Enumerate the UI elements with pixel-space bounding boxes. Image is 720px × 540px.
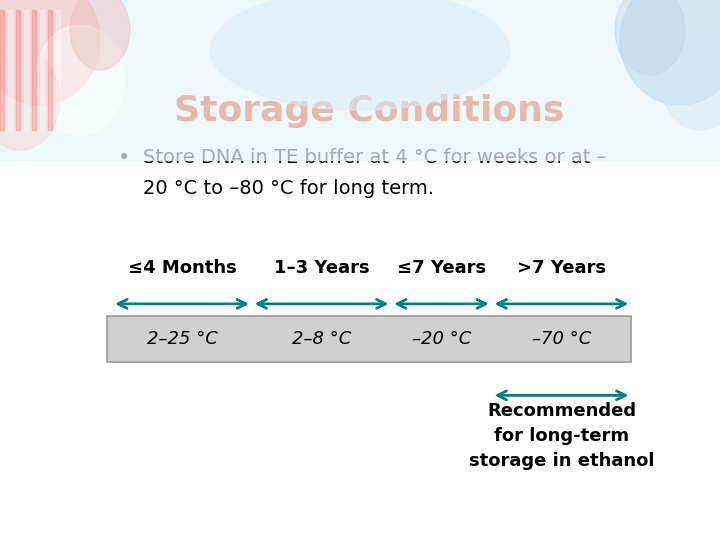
Text: 20 °C to –80 °C for long term.: 20 °C to –80 °C for long term.: [143, 179, 434, 198]
Bar: [48, 10, 52, 130]
Bar: [16, 10, 20, 130]
Text: –70 °C: –70 °C: [532, 330, 591, 348]
Text: ≤4 Months: ≤4 Months: [127, 259, 236, 277]
Ellipse shape: [35, 25, 125, 135]
Ellipse shape: [620, 0, 720, 105]
Text: –20 °C: –20 °C: [412, 330, 471, 348]
Ellipse shape: [70, 0, 130, 70]
Ellipse shape: [0, 50, 60, 150]
Text: ≤7 Years: ≤7 Years: [397, 259, 486, 277]
Bar: [32, 10, 36, 130]
FancyBboxPatch shape: [107, 316, 631, 362]
Bar: [0, 0, 720, 160]
Bar: [24, 10, 28, 130]
Text: •: •: [118, 148, 130, 168]
Ellipse shape: [615, 0, 685, 75]
Text: 2–8 °C: 2–8 °C: [292, 330, 351, 348]
Ellipse shape: [210, 0, 510, 110]
Ellipse shape: [0, 0, 100, 105]
Text: >7 Years: >7 Years: [517, 259, 606, 277]
Text: 2–25 °C: 2–25 °C: [147, 330, 217, 348]
Bar: [40, 10, 44, 130]
Bar: [0, 10, 4, 130]
Text: Store DNA in TE buffer at 4 °C for weeks or at –: Store DNA in TE buffer at 4 °C for weeks…: [143, 148, 606, 167]
Text: Recommended
for long-term
storage in ethanol: Recommended for long-term storage in eth…: [469, 402, 654, 470]
Ellipse shape: [660, 30, 720, 130]
Bar: [8, 10, 12, 130]
Bar: [56, 10, 60, 130]
Text: Storage Conditions: Storage Conditions: [174, 94, 564, 128]
Text: 1–3 Years: 1–3 Years: [274, 259, 369, 277]
